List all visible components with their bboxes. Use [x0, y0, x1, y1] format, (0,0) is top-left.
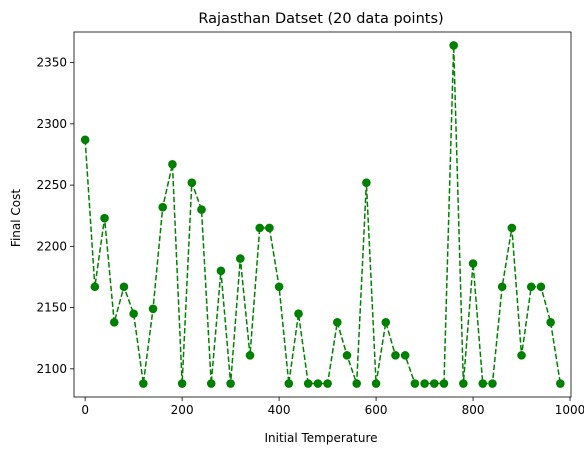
- chart-title: Rajasthan Datset (20 data points): [198, 11, 443, 27]
- y-tick-label: 2100: [36, 362, 67, 376]
- data-point: [158, 202, 168, 212]
- data-point: [459, 379, 468, 388]
- y-tick-label: 2350: [36, 56, 67, 70]
- x-tick-label: 400: [268, 403, 291, 417]
- data-point: [439, 379, 449, 388]
- x-tick-label: 600: [365, 403, 388, 417]
- data-point: [265, 223, 274, 233]
- data-point: [449, 41, 458, 50]
- x-tick-label: 0: [81, 403, 89, 417]
- data-point: [420, 379, 429, 388]
- data-point: [342, 351, 352, 360]
- data-point: [507, 223, 517, 233]
- data-point: [371, 379, 381, 388]
- data-point: [129, 309, 138, 319]
- data-point: [556, 379, 565, 388]
- data-point: [245, 351, 255, 360]
- y-tick-label: 2200: [36, 239, 67, 253]
- data-point: [255, 223, 265, 233]
- data-point: [90, 282, 100, 292]
- x-tick-label: 1000: [555, 403, 584, 417]
- data-point: [381, 317, 391, 327]
- data-point: [332, 317, 342, 327]
- plot-frame: [73, 31, 572, 398]
- data-point: [109, 317, 119, 327]
- x-tick-label: 800: [462, 403, 485, 417]
- y-tick-label: 2150: [36, 301, 67, 315]
- x-axis-label: Initial Temperature: [264, 431, 377, 445]
- data-point: [187, 178, 197, 187]
- data-point: [488, 379, 497, 388]
- data-point: [546, 317, 555, 327]
- series-line: [84, 45, 562, 385]
- data-point: [226, 379, 235, 388]
- data-point: [80, 135, 90, 145]
- data-point: [497, 282, 507, 292]
- data-point: [517, 351, 526, 360]
- data-point: [323, 379, 332, 388]
- data-point: [410, 379, 420, 388]
- data-point: [168, 159, 177, 169]
- data-point: [139, 379, 148, 388]
- data-point: [177, 379, 187, 388]
- x-tick-label: 200: [171, 403, 194, 417]
- data-point: [100, 213, 109, 223]
- data-point: [429, 379, 439, 388]
- y-axis-label: Final Cost: [9, 189, 23, 247]
- data-point: [236, 254, 245, 263]
- data-point: [274, 282, 284, 292]
- data-point: [197, 205, 206, 214]
- data-point: [536, 282, 546, 292]
- data-point: [362, 178, 371, 187]
- y-tick-label: 2300: [36, 117, 67, 131]
- data-point: [478, 379, 488, 388]
- data-point: [400, 351, 410, 360]
- data-point: [303, 379, 313, 388]
- data-point: [391, 351, 400, 360]
- y-tick-label: 2250: [36, 178, 67, 192]
- data-point: [284, 379, 294, 388]
- data-point: [313, 379, 323, 388]
- data-point: [352, 379, 361, 388]
- data-point: [119, 282, 129, 292]
- data-point: [216, 266, 226, 276]
- plot-area: 0 200 400 600 800 1000 2100 2150 2200 2250 2300 235…: [36, 31, 584, 417]
- data-point: [148, 304, 158, 314]
- data-point: [526, 282, 536, 292]
- data-point: [468, 259, 478, 268]
- data-point: [294, 309, 303, 319]
- data-point: [206, 379, 216, 388]
